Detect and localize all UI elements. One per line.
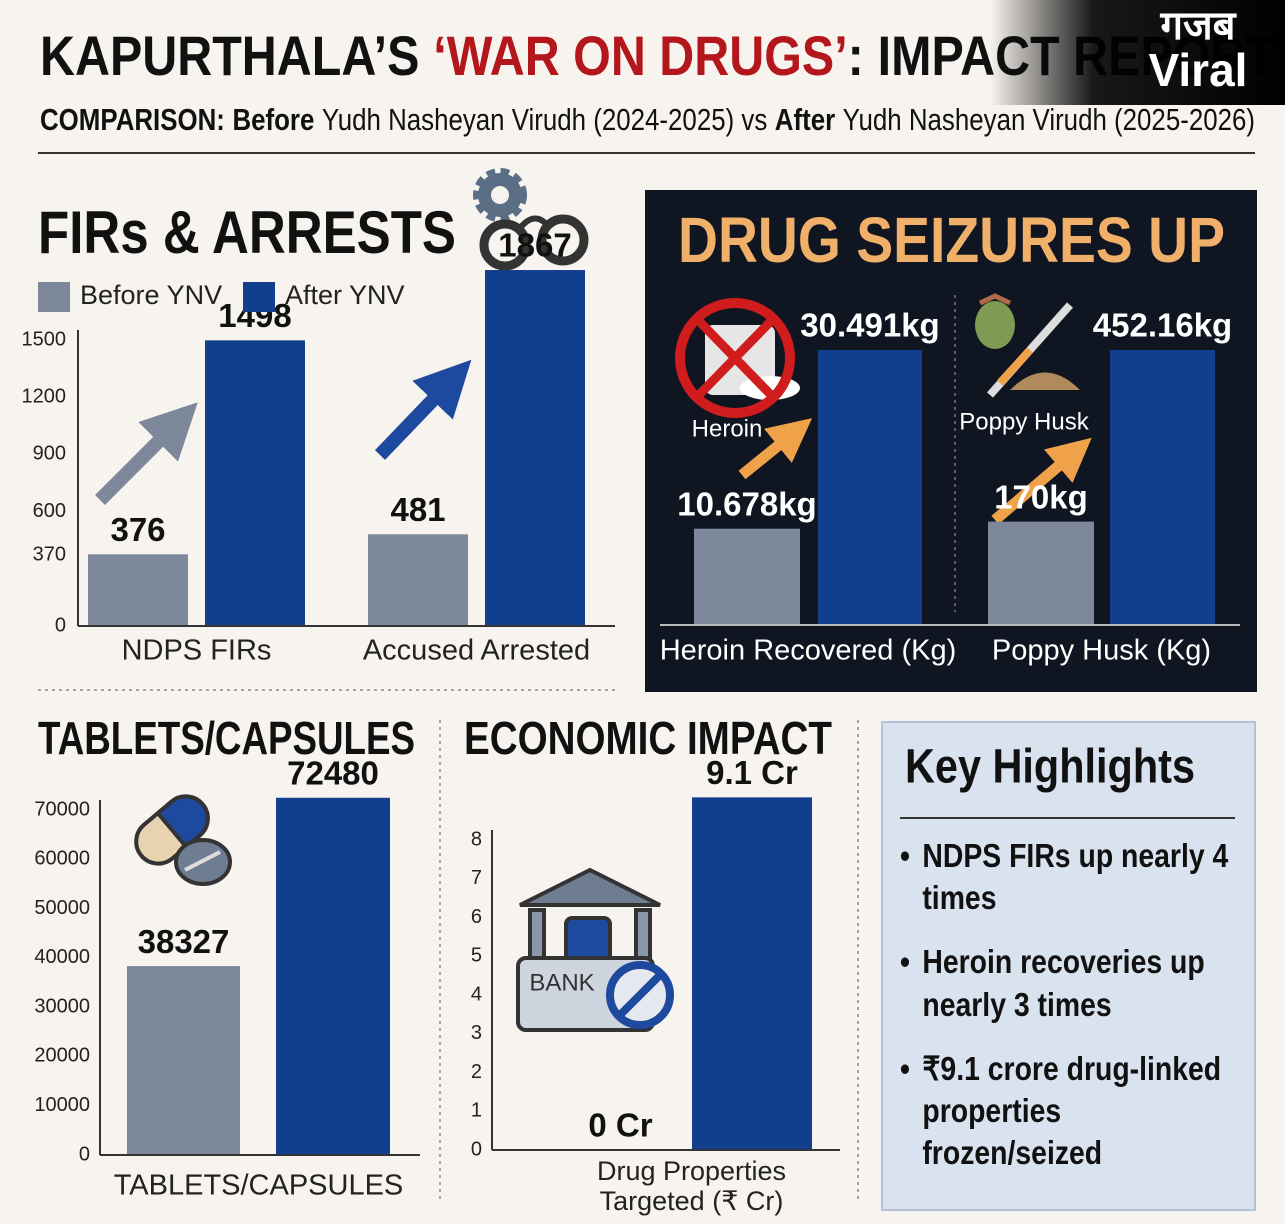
y-tick-label: 370 [33, 544, 66, 566]
chart-title: TABLETS/CAPSULES [38, 712, 415, 764]
x-tick-label: Poppy Husk (Kg) [992, 635, 1211, 667]
value-label: 452.16kg [1093, 307, 1232, 344]
logo-bg [990, 0, 1285, 105]
trend-arrow [374, 359, 472, 460]
bar [692, 797, 812, 1150]
value-label: 170kg [994, 478, 1088, 515]
trend-arrow [991, 437, 1092, 525]
y-tick-label: 8 [471, 828, 482, 850]
chart-title: ECONOMIC IMPACT [464, 712, 832, 764]
legend-swatch [243, 282, 275, 312]
y-tick-label: 70000 [34, 798, 90, 820]
subtitle-part: Before [232, 102, 314, 137]
x-tick-label: Drug Properties Targeted (₹ Cr) [596, 1156, 787, 1217]
title-part: KAPURTHALA’S [40, 24, 419, 87]
x-tick-label: TABLETS/CAPSULES [114, 1170, 404, 1202]
bar [988, 521, 1094, 625]
value-label: 30.491kg [800, 307, 939, 344]
y-tick-label: 20000 [34, 1045, 90, 1067]
value-label: 38327 [138, 923, 230, 960]
subtitle-part: After [775, 102, 835, 137]
y-tick-label: 2 [471, 1061, 482, 1083]
y-tick-label: 1 [471, 1100, 482, 1122]
highlight-item: ₹9.1 crore drug-linked properties frozen… [900, 1048, 1244, 1175]
y-tick-label: 7 [471, 867, 482, 889]
chart-title: FIRs & ARRESTS [38, 199, 456, 266]
subtitle-part: Yudh Nasheyan Virudh (2025-2026) [843, 102, 1255, 137]
y-tick-label: 600 [33, 500, 66, 522]
y-tick-label: 0 [79, 1143, 90, 1165]
value-label: 9.1 Cr [706, 754, 798, 791]
y-tick-label: 40000 [34, 946, 90, 968]
title-part: ‘WAR ON DRUGS’ [433, 24, 847, 87]
y-tick-label: 10000 [34, 1094, 90, 1116]
trend-arrow [738, 418, 813, 480]
bar [1110, 350, 1215, 625]
bar [485, 270, 585, 626]
handcuff-icon [473, 168, 589, 271]
value-label: 0 Cr [588, 1107, 652, 1144]
y-tick-label: 0 [471, 1138, 482, 1160]
legend-label: Before YNV [80, 280, 222, 310]
y-tick-label: 1200 [22, 385, 67, 407]
bar [127, 966, 240, 1155]
highlight-item: NDPS FIRs up nearly 4 times [900, 835, 1244, 919]
highlight-item: Heroin recoveries up nearly 3 times [900, 941, 1244, 1025]
subtitle: COMPARISON:BeforeYudh Nasheyan Virudh (2… [40, 102, 1255, 137]
value-label: 481 [390, 491, 445, 528]
x-tick-label: Accused Arrested [363, 635, 590, 667]
legend-swatch [38, 282, 70, 312]
y-tick-label: 0 [55, 614, 66, 636]
y-tick-label: 60000 [34, 848, 90, 870]
logo-text: Viral [1149, 44, 1248, 96]
trend-arrow [95, 402, 198, 505]
y-tick-label: 50000 [34, 897, 90, 919]
x-tick-label: Heroin Recovered (Kg) [660, 635, 957, 667]
highlights-list: NDPS FIRs up nearly 4 times Heroin recov… [900, 835, 1244, 1197]
y-tick-label: 4 [471, 983, 482, 1005]
bar [205, 340, 305, 626]
bar [694, 528, 800, 625]
title-part: : [848, 24, 864, 87]
annotation: Poppy Husk [959, 408, 1089, 435]
annotation: Heroin [692, 415, 763, 442]
bar [368, 534, 468, 626]
y-tick-label: 30000 [34, 995, 90, 1017]
value-label: 376 [110, 511, 165, 548]
y-tick-label: 3 [471, 1022, 482, 1044]
logo-text: गजब [1159, 3, 1237, 49]
subtitle-part: COMPARISON: [40, 102, 225, 137]
y-tick-label: 5 [471, 945, 482, 967]
bar [818, 350, 922, 625]
y-tick-label: 6 [471, 906, 482, 928]
y-tick-label: 1500 [22, 328, 67, 350]
bar [276, 797, 390, 1155]
y-tick-label: 900 [33, 443, 66, 465]
value-label: 72480 [287, 754, 379, 791]
x-tick-label: NDPS FIRs [122, 635, 272, 667]
bank-icon: BANK [516, 867, 674, 1032]
poppy-icon [975, 293, 1080, 398]
bar [88, 554, 188, 626]
heroin-icon [675, 298, 800, 418]
value-label: 10.678kg [677, 485, 816, 522]
highlights-title: Key Highlights [905, 741, 1195, 794]
legend-label: After YNV [285, 280, 405, 310]
chart-title: DRUG SEIZURES UP [678, 204, 1225, 276]
pill-icon [134, 794, 232, 886]
svg-text:BANK: BANK [529, 969, 594, 996]
value-label: 1867 [498, 227, 571, 264]
subtitle-part: Yudh Nasheyan Virudh (2024-2025) vs [322, 102, 767, 137]
